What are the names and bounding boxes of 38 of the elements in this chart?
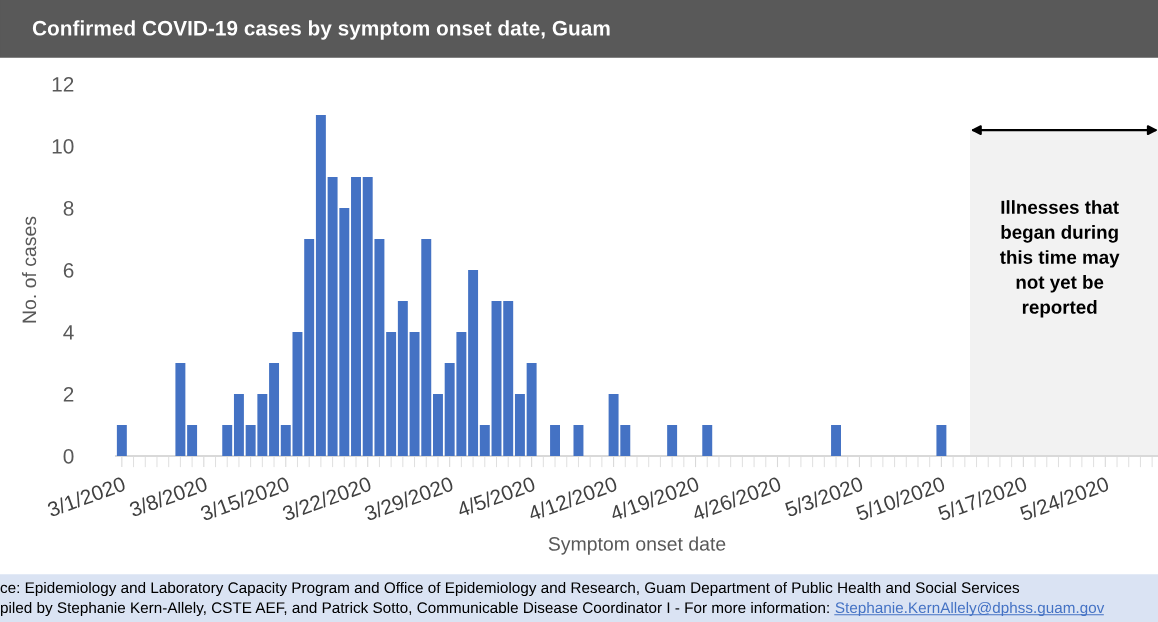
bar [386, 332, 397, 456]
bar [526, 363, 537, 456]
bar [514, 394, 525, 456]
bar [304, 239, 315, 456]
bar [667, 425, 678, 456]
bar [936, 425, 947, 456]
bar [222, 425, 233, 456]
x-axis-title: Symptom onset date [548, 536, 726, 555]
y-tick-label: 10 [52, 139, 74, 154]
text: Stephanie.KernAllely@dphss.guam.gov [835, 601, 1105, 617]
bar [397, 301, 408, 456]
bar [491, 301, 502, 456]
bar [116, 425, 127, 456]
bar [351, 177, 361, 456]
y-tick-label: 0 [63, 449, 74, 464]
bar [479, 425, 490, 456]
bar [315, 115, 326, 456]
text: piled by Stephanie Kern-Allely, CSTE AEF, and Patrick Sotto, Communicable Disease Coordinator I - For more information: [0, 601, 829, 617]
bar [702, 425, 713, 456]
y-axis-title: No. of cases [21, 216, 37, 323]
bar [269, 363, 280, 456]
bar [432, 394, 443, 456]
chart-title: Confirmed COVID-19 cases by symptom onset date, Guam [32, 20, 610, 40]
y-tick-label: 12 [52, 77, 74, 92]
bar [233, 394, 244, 456]
y-tick-label: 4 [63, 325, 74, 340]
band-label: Illnesses that began during this time may not yet be reported [999, 200, 1120, 318]
y-tick-label: 6 [63, 263, 74, 278]
bar [468, 270, 479, 456]
bar [831, 425, 842, 456]
bar [187, 425, 198, 456]
bar [573, 425, 584, 456]
y-tick-label: 8 [63, 201, 74, 216]
bar [550, 425, 561, 456]
bar [503, 301, 514, 456]
text: ce: Epidemiology and Laboratory Capacity Program and Office of Epidemiology and Research, Guam Department of Public Health and Social Services [0, 581, 1020, 597]
y-tick-label: 2 [63, 387, 74, 402]
bar [175, 363, 186, 456]
